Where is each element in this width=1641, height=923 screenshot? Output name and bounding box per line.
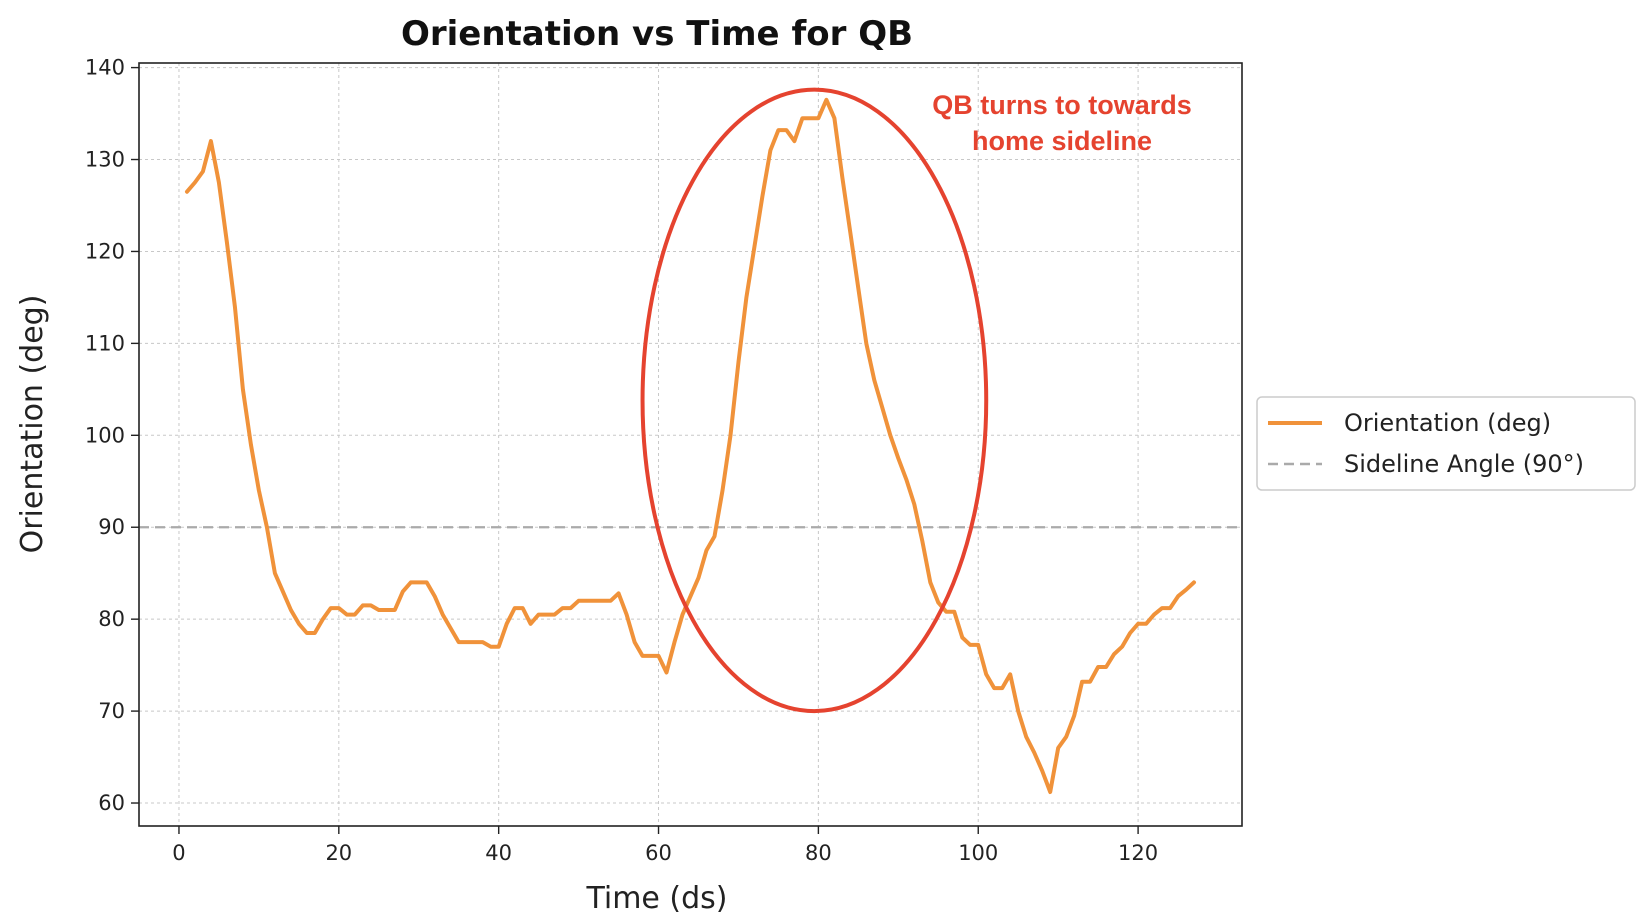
y-tick-label: 110 [85, 331, 125, 355]
legend: Orientation (deg) Sideline Angle (90°) [1256, 396, 1636, 491]
plot-frame [138, 62, 1243, 827]
annotation-text: QB turns to towards [932, 90, 1192, 120]
y-tick-label: 140 [85, 56, 125, 80]
y-tick-label: 100 [85, 423, 125, 447]
x-tick-label: 0 [172, 841, 185, 865]
y-tick-label: 120 [85, 239, 125, 263]
x-tick-label: 40 [485, 841, 512, 865]
y-tick-label: 90 [98, 515, 125, 539]
y-tick-label: 80 [98, 607, 125, 631]
y-tick-label: 70 [98, 699, 125, 723]
x-tick-label: 80 [805, 841, 832, 865]
legend-label: Sideline Angle (90°) [1344, 450, 1584, 478]
annotation-layer: QB turns to towards home sideline [640, 87, 1192, 714]
x-tick-label: 120 [1118, 841, 1158, 865]
x-tick-label: 60 [645, 841, 672, 865]
chart-title: Orientation vs Time for QB [401, 14, 913, 54]
y-axis-ticks: 60 70 80 90 100 110 120 130 140 [85, 56, 139, 815]
x-tick-label: 100 [958, 841, 998, 865]
y-axis-label: Orientation (deg) [15, 295, 50, 554]
annotation-text: home sideline [972, 126, 1152, 156]
y-tick-label: 130 [85, 148, 125, 172]
series-layer [185, 97, 1196, 794]
x-tick-label: 20 [325, 841, 352, 865]
orientation-line [185, 97, 1196, 794]
highlight-ellipse [640, 87, 989, 714]
legend-label: Orientation (deg) [1344, 409, 1551, 437]
y-tick-label: 60 [98, 791, 125, 815]
x-axis-label: Time (ds) [585, 881, 727, 916]
legend-box [1256, 396, 1636, 491]
x-axis-ticks: 0 20 40 60 80 100 120 [172, 826, 1158, 865]
